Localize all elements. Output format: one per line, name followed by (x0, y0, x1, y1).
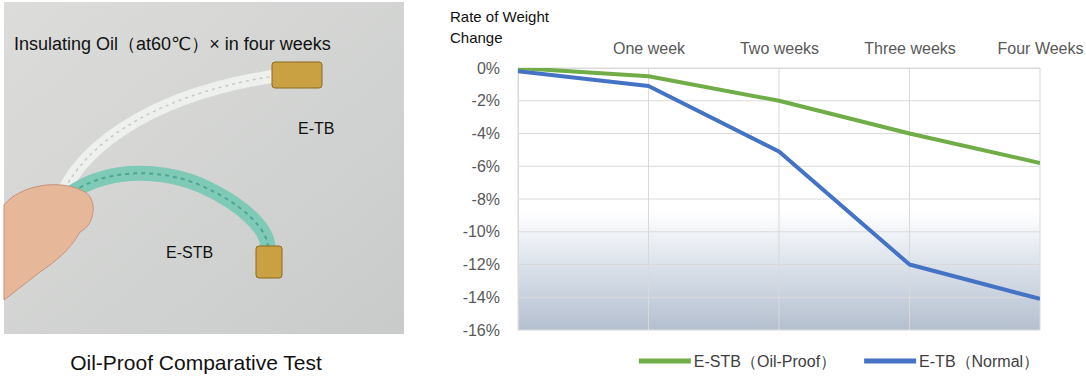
series-line (518, 71, 1040, 299)
x-tick-label: Four Weeks (998, 40, 1084, 57)
canvas: Insulating Oil（at60℃）× in four weeks E-TB… (0, 0, 1086, 384)
fitting-top (272, 62, 322, 88)
y-tick-label: -8% (472, 191, 500, 208)
grid (518, 68, 1040, 330)
y-tick: -6% (472, 158, 518, 175)
grid-line-x (1040, 68, 1041, 330)
x-axis: One week Two weeks Three weeks Four Weeks (519, 40, 1084, 69)
x-tick: Two weeks (740, 40, 819, 68)
photo-background (4, 2, 404, 334)
y-tick: -4% (472, 125, 518, 142)
y-tick-label: -10% (463, 223, 500, 240)
legend: E-STB（Oil-Proof） E-TB（Normal） (639, 353, 1039, 370)
plot-background (518, 68, 1040, 330)
series-line (518, 68, 1040, 163)
photo-caption: Oil-Proof Comparative Test (70, 351, 322, 374)
y-axis: 0% -2% -4% -6% -8% -10% -12% -14% -16% (463, 60, 519, 339)
y-tick-label: -14% (463, 289, 500, 306)
photo-label: E-STB (166, 244, 213, 261)
x-tick: Three weeks (864, 40, 956, 68)
y-tick: -10% (463, 223, 518, 240)
x-tick: One week (613, 40, 686, 68)
photo-panel: Insulating Oil（at60℃）× in four weeks E-TB… (4, 2, 404, 334)
legend-label: E-TB（Normal） (919, 353, 1039, 370)
y-tick-label: -2% (472, 92, 500, 109)
x-tick-label: Two weeks (740, 40, 819, 57)
y-tick-label: 0% (477, 60, 500, 77)
grid-line-x (518, 68, 519, 330)
grid-line-x (909, 68, 910, 330)
y-tick-label: -6% (472, 158, 500, 175)
grid-line-x (648, 68, 649, 330)
x-axis-line (519, 68, 1041, 69)
y-tick: -14% (463, 289, 518, 306)
photo-title: Insulating Oil（at60℃）× in four weeks (14, 34, 331, 54)
y-tick: -2% (472, 92, 518, 109)
fitting-bottom (256, 246, 282, 278)
legend-item: E-TB（Normal） (864, 353, 1039, 370)
y-axis-line (518, 69, 519, 331)
legend-swatch (864, 359, 916, 364)
x-tick: Four Weeks (998, 40, 1084, 68)
legend-item: E-STB（Oil-Proof） (639, 353, 836, 370)
y-tick: -8% (472, 191, 518, 208)
y-axis-title: Rate of WeightChange (450, 8, 550, 46)
y-tick: -12% (463, 256, 518, 273)
y-tick: -16% (463, 322, 518, 339)
y-tick-label: -12% (463, 256, 500, 273)
legend-swatch (639, 359, 691, 364)
grid-line-y (518, 68, 1040, 69)
x-tick-label: One week (613, 40, 686, 57)
legend-label: E-STB（Oil-Proof） (694, 353, 836, 370)
photo-label: E-TB (298, 120, 334, 137)
y-tick-label: -4% (472, 125, 500, 142)
plot-area (518, 68, 1040, 299)
grid-line-x (779, 68, 780, 330)
x-tick-label: Three weeks (864, 40, 956, 57)
y-tick: 0% (477, 60, 518, 77)
hand (4, 185, 93, 300)
y-tick-label: -16% (463, 322, 500, 339)
